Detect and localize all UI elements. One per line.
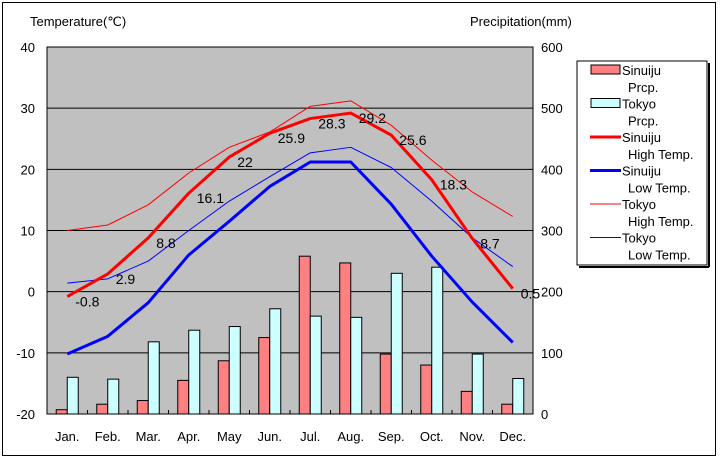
left-tick-label: -10: [16, 346, 35, 361]
left-axis-title: Temperature(℃): [30, 14, 126, 29]
right-tick-label: 400: [541, 162, 563, 177]
data-label: 2.9: [116, 271, 136, 287]
legend-label: High Temp.: [628, 214, 694, 229]
right-tick-label: 500: [541, 101, 563, 116]
data-label: 16.1: [197, 190, 224, 206]
tokyo-prcp-bar: [107, 378, 120, 415]
legend-label: Prcp.: [628, 80, 658, 95]
left-tick-label: 10: [21, 224, 35, 239]
data-label: 18.3: [440, 177, 467, 193]
data-label: 8.8: [156, 235, 176, 251]
x-tick-label: Jul.: [300, 429, 320, 444]
tokyo-prcp-bar: [188, 329, 201, 415]
data-label: 29.2: [359, 110, 386, 126]
legend-swatch: [590, 64, 621, 75]
tokyo-prcp-bar: [471, 353, 484, 415]
x-tick-label: Apr.: [177, 429, 200, 444]
data-label: 8.7: [480, 235, 500, 251]
legend-label: Sinuiju: [622, 130, 661, 145]
sinuiju-prcp-bar: [298, 255, 311, 415]
x-tick-label: Mar.: [136, 429, 161, 444]
x-tick-label: Nov.: [459, 429, 485, 444]
legend-label: Sinuiju: [622, 164, 661, 179]
x-tick-label: Dec.: [499, 429, 526, 444]
sinuiju-prcp-bar: [420, 364, 433, 415]
data-label: 22: [237, 154, 253, 170]
sinuiju-prcp-bar: [177, 379, 190, 415]
sinuiju-low-temp-line: [66, 160, 514, 356]
tokyo-prcp-bar: [431, 266, 444, 415]
legend-swatch: [590, 98, 621, 108]
legend-label: Prcp.: [628, 114, 658, 129]
sinuiju-prcp-bar: [501, 403, 514, 415]
sinuiju-prcp-bar: [339, 262, 352, 415]
tokyo-high-temp-line: [67, 100, 514, 231]
right-tick-label: 600: [541, 40, 563, 55]
sinuiju-prcp-bar: [258, 337, 271, 415]
tokyo-prcp-bar: [228, 326, 241, 415]
legend-label: High Temp.: [628, 147, 694, 162]
x-tick-label: Feb.: [95, 429, 121, 444]
x-tick-label: Sep.: [378, 429, 405, 444]
left-tick-label: 40: [21, 40, 35, 55]
sinuiju-prcp-bar: [55, 409, 68, 415]
legend-label: Tokyo: [622, 197, 656, 212]
data-label: 0.5: [521, 286, 541, 302]
left-tick-label: 20: [21, 162, 35, 177]
left-tick-label: 0: [28, 285, 35, 300]
legend-label: Low Temp.: [628, 248, 691, 263]
tokyo-prcp-bar: [350, 316, 363, 415]
sinuiju-prcp-bar: [96, 403, 109, 415]
right-tick-label: 100: [541, 346, 563, 361]
legend-label: Sinuiju: [622, 63, 661, 78]
data-label: 25.6: [399, 132, 426, 148]
x-tick-label: Oct.: [420, 429, 444, 444]
x-tick-label: Aug.: [337, 429, 364, 444]
right-tick-label: 0: [541, 407, 548, 422]
right-tick-label: 300: [541, 224, 563, 239]
legend-label: Tokyo: [622, 231, 656, 246]
right-tick-label: 200: [541, 285, 563, 300]
tokyo-prcp-bar: [390, 272, 403, 415]
right-axis-title: Precipitation(mm): [470, 14, 572, 29]
data-label: 28.3: [318, 116, 345, 132]
data-label: 25.9: [278, 130, 305, 146]
data-label: -0.8: [75, 294, 99, 310]
legend-label: Low Temp.: [628, 181, 691, 196]
tokyo-prcp-bar: [66, 376, 79, 415]
left-tick-label: 30: [21, 101, 35, 116]
sinuiju-prcp-bar: [379, 353, 392, 415]
tokyo-prcp-bar: [269, 308, 282, 415]
x-tick-label: Jun.: [257, 429, 282, 444]
sinuiju-prcp-bar: [217, 360, 230, 415]
left-tick-label: -20: [16, 407, 35, 422]
x-tick-label: May: [217, 429, 242, 444]
tokyo-prcp-bar: [309, 315, 322, 415]
sinuiju-prcp-bar: [136, 400, 149, 415]
tokyo-prcp-bar: [147, 341, 160, 415]
legend-label: Tokyo: [622, 97, 656, 112]
sinuiju-prcp-bar: [460, 390, 473, 415]
tokyo-low-temp-line: [67, 146, 514, 284]
sinuiju-high-temp-line: [66, 111, 514, 298]
legend-box: [576, 60, 708, 266]
tokyo-prcp-bar: [512, 378, 525, 415]
x-tick-label: Jan.: [55, 429, 80, 444]
